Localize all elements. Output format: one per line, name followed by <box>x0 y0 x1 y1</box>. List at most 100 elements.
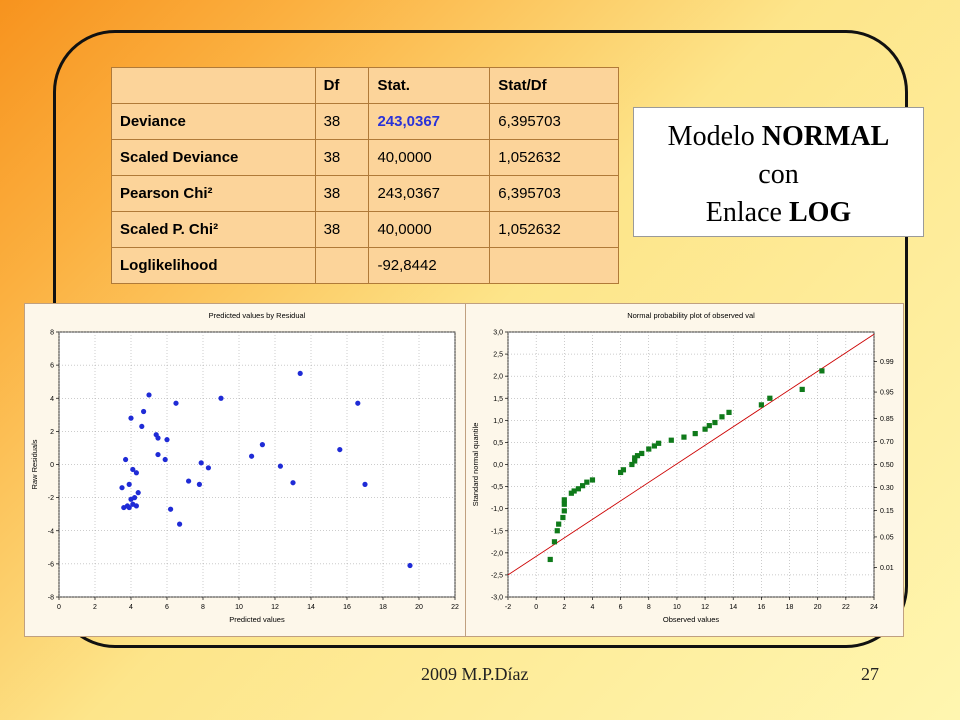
footer-author: 2009 M.P.Díaz <box>421 664 529 684</box>
model-title-box: Modelo NORMAL con Enlace LOG <box>633 107 924 237</box>
data-point <box>758 402 764 408</box>
x-tick-label: 10 <box>673 604 681 611</box>
y-tick-label: 6 <box>50 363 54 370</box>
x-tick-label: 22 <box>842 604 850 611</box>
y-tick-label: -1,0 <box>491 506 503 513</box>
df-cell: 38 <box>314 175 370 212</box>
data-point <box>681 434 687 440</box>
chart-title: Predicted values by Residual <box>209 311 306 320</box>
df-cell: 38 <box>314 139 370 176</box>
y-tick-label: 0,5 <box>493 440 503 447</box>
y-axis-label: Standard normal quantile <box>471 423 480 507</box>
y-tick-label: 0 <box>50 462 54 469</box>
data-point <box>819 368 825 374</box>
x-tick-label: 20 <box>814 604 822 611</box>
data-point <box>560 514 566 521</box>
y-tick-label: 2,5 <box>493 352 503 359</box>
x-tick-label: 14 <box>729 604 737 611</box>
df-cell: 38 <box>314 211 370 248</box>
x-tick-label: 24 <box>870 604 878 611</box>
data-point <box>692 430 698 437</box>
y-tick-label: 8 <box>50 330 54 337</box>
data-point <box>580 483 586 489</box>
row-label: Deviance <box>111 103 316 140</box>
data-point <box>119 485 125 491</box>
data-point <box>646 446 652 452</box>
data-point <box>554 528 560 534</box>
data-point <box>126 481 132 487</box>
right-tick-label: 0.50 <box>880 462 894 469</box>
data-point <box>712 419 718 426</box>
statdf-cell: 6,395703 <box>489 175 619 212</box>
statdf-cell: 1,052632 <box>489 139 619 176</box>
data-point <box>205 465 211 471</box>
data-point <box>198 460 204 466</box>
right-tick-label: 0.05 <box>880 534 894 541</box>
data-point <box>297 370 303 377</box>
data-point <box>196 481 202 487</box>
x-tick-label: 18 <box>379 604 387 611</box>
residual-scatter-chart: Predicted values by Residual 0 2 4 6 8 10 12 14 1… <box>30 311 459 624</box>
y-axis-label: Raw Residuals <box>30 439 39 489</box>
data-point <box>561 508 567 514</box>
statistics-table: Df Stat. Stat/Df Deviance 38 243,0367 6,… <box>111 67 619 284</box>
data-point <box>162 456 168 463</box>
data-point <box>130 466 136 473</box>
data-point <box>123 456 129 463</box>
data-point <box>337 446 343 453</box>
y-tick-label: 3,0 <box>493 330 503 337</box>
model-title-line2: con <box>758 159 799 190</box>
residual-chart-panel: Predicted values by Residual 0 2 4 6 8 10 12 14 1… <box>24 303 468 637</box>
data-point <box>186 478 192 484</box>
table-row: Scaled P. Chi² 38 40,0000 1,052632 <box>111 211 619 248</box>
y-tick-label: -2 <box>48 495 54 502</box>
x-tick-label: 14 <box>307 604 315 611</box>
data-point <box>589 477 596 483</box>
reference-line <box>507 333 875 576</box>
x-tick-label: 0 <box>57 604 61 611</box>
table-header <box>111 67 316 104</box>
right-tick-label: 0.01 <box>880 565 894 572</box>
x-tick-label: 2 <box>562 604 566 611</box>
model-title-line1: Modelo NORMAL <box>634 118 923 156</box>
table-row: Pearson Chi² 38 243,0367 6,395703 <box>111 175 619 212</box>
data-point <box>571 488 577 494</box>
y-tick-label: 4 <box>50 396 54 403</box>
data-point <box>584 479 590 485</box>
stat-cell: 40,0000 <box>368 211 491 248</box>
right-tick-label: 0.85 <box>880 416 894 423</box>
data-point <box>634 453 641 459</box>
data-point <box>146 392 152 398</box>
y-tick-label: -2,5 <box>491 572 503 579</box>
data-point <box>726 409 732 415</box>
row-label: Scaled Deviance <box>111 139 316 176</box>
data-point <box>632 455 638 461</box>
y-tick-label: 1,5 <box>493 396 503 403</box>
x-tick-label: 6 <box>165 604 169 611</box>
x-tick-label: 20 <box>415 604 423 611</box>
right-tick-label: 0.30 <box>880 485 894 492</box>
stat-cell: 243,0367 <box>368 103 491 140</box>
x-tick-label: 8 <box>647 604 651 611</box>
y-tick-label: -8 <box>48 595 54 602</box>
data-point <box>547 556 553 563</box>
data-point <box>249 453 255 459</box>
y-tick-label: 2,0 <box>493 374 503 381</box>
stat-cell: 40,0000 <box>368 139 491 176</box>
table-header: Df <box>314 67 370 104</box>
table-row: Loglikelihood -92,8442 <box>111 247 619 284</box>
data-point <box>139 423 145 430</box>
x-axis-label: Predicted values <box>229 615 285 624</box>
y-tick-label: -6 <box>48 561 54 568</box>
data-point <box>141 408 147 415</box>
row-label: Loglikelihood <box>111 247 316 284</box>
x-tick-label: 18 <box>786 604 794 611</box>
x-tick-label: 10 <box>235 604 243 611</box>
model-title-line3: Enlace LOG <box>634 194 923 232</box>
data-point <box>651 443 657 449</box>
data-point <box>767 395 773 401</box>
x-tick-label: 16 <box>343 604 351 611</box>
data-point <box>407 562 413 569</box>
link-label: Enlace <box>705 197 789 228</box>
data-point <box>133 503 139 509</box>
